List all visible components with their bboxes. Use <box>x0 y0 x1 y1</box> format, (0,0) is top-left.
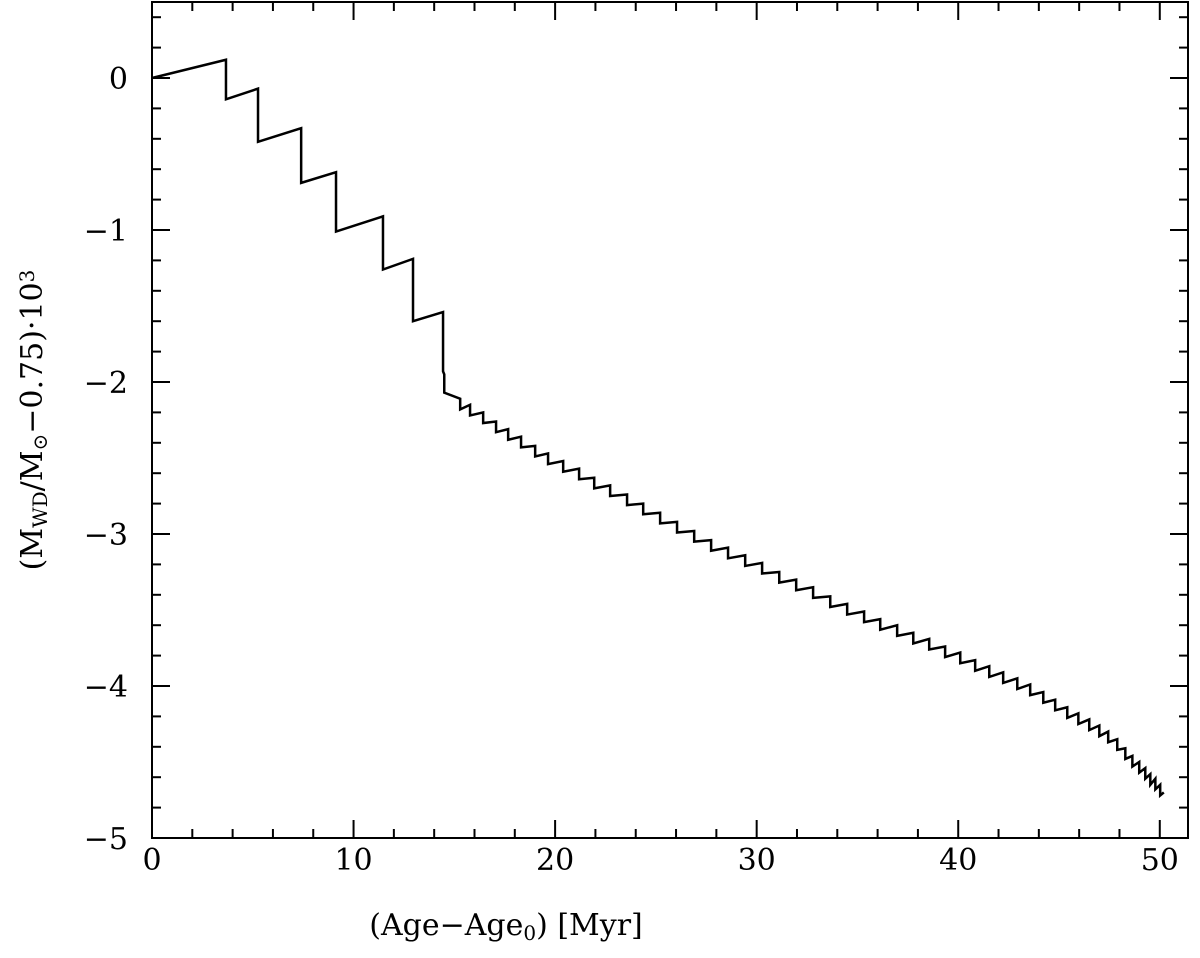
x-tick-label: 20 <box>536 843 574 878</box>
y-tick-label: −5 <box>84 822 128 857</box>
plot-frame <box>151 1 1189 839</box>
x-tick-label: 30 <box>738 843 776 878</box>
x-tick-label: 50 <box>1141 843 1179 878</box>
y-tick-label: −4 <box>84 670 128 705</box>
y-axis-label-part: WD <box>28 491 52 528</box>
data-line <box>151 58 1165 799</box>
y-axis-label-part: (M <box>15 528 50 570</box>
x-axis-label-part: ) [Myr] <box>536 908 643 943</box>
x-axis-label-part: (Age−Age <box>369 908 523 943</box>
x-axis-label-part: 0 <box>523 921 536 945</box>
y-axis-label-part: −0.75)·10 <box>15 282 50 433</box>
x-tick-label: 0 <box>142 843 161 878</box>
x-axis-label: (Age−Age0) [Myr] <box>369 908 642 945</box>
y-tick-label: 0 <box>109 62 128 97</box>
y-axis-label-part: /M <box>15 451 50 492</box>
y-axis-label-part: 3 <box>15 270 39 283</box>
y-axis-label-part: ⊙ <box>28 434 52 451</box>
y-axis-label: (MWD/M⊙−0.75)·103 <box>15 270 52 571</box>
x-tick-label: 10 <box>334 843 372 878</box>
y-tick-label: −2 <box>84 366 128 401</box>
y-tick-label: −3 <box>84 518 128 553</box>
x-tick-label: 40 <box>939 843 977 878</box>
y-tick-label: −1 <box>84 214 128 249</box>
